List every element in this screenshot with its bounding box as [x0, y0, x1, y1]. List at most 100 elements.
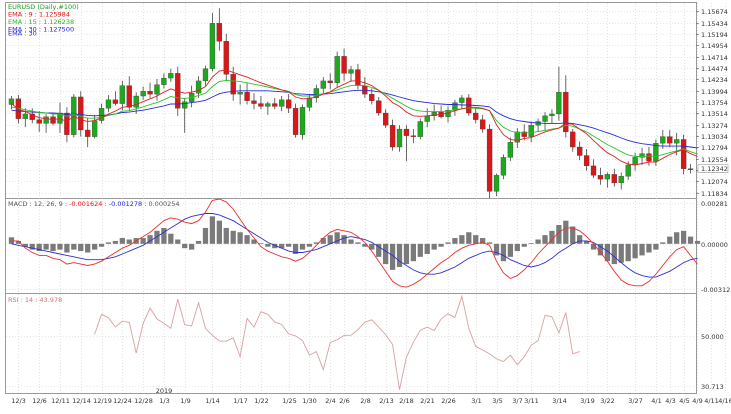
candle-bull [348, 69, 354, 74]
price-series [8, 8, 698, 198]
candle-bear [258, 103, 264, 107]
macd-histogram-bar [140, 238, 146, 244]
candle-bear [327, 80, 333, 83]
axis-labels: 12/3 12/6 12/11 12/14 12/19 12/24 12/28 1/3 1/9 1… [11, 8, 731, 405]
x-tick-label: 3/19 [580, 397, 595, 405]
macd-line [11, 198, 698, 288]
price-tick-label: 1.14234 [701, 76, 728, 84]
macd-histogram-bar [327, 235, 333, 244]
macd-title-hist: : 0.000254 [142, 200, 179, 208]
candle-bear [341, 56, 347, 74]
candle-bull [57, 112, 63, 124]
macd-histogram-bar [646, 243, 652, 253]
x-tick-label: 4/3 [665, 397, 675, 405]
macd-histogram-bar [445, 242, 451, 244]
candle-bear [583, 155, 590, 167]
candle-bear [563, 92, 569, 133]
candle-bull [91, 120, 98, 137]
macd-histogram-bar [147, 235, 153, 244]
macd-histogram-bar [542, 235, 548, 244]
x-tick-label: 4/11 [704, 397, 719, 405]
price-tick-label: 1.13034 [701, 133, 728, 141]
macd-histogram-bar [237, 232, 243, 244]
candle-bull [105, 99, 112, 109]
macd-histogram-bar [694, 240, 701, 244]
candle-bull [431, 111, 437, 116]
macd-histogram-bar [604, 243, 611, 262]
candle-bear [486, 128, 493, 192]
macd-histogram-bar [486, 242, 493, 244]
x-tick-label: 1/14 [205, 397, 220, 405]
x-tick-label: 1/30 [302, 397, 317, 405]
macd-histogram-bar [216, 220, 222, 244]
candle-bull [279, 99, 285, 107]
price-tick-label: 1.12554 [701, 156, 728, 164]
rsi-panel-frame [5, 293, 697, 394]
macd-signal-line [11, 213, 698, 278]
macd-histogram-bar [521, 243, 527, 247]
x-tick-label: 3/27 [628, 397, 643, 405]
candle-bull [618, 176, 624, 184]
candle-bull [168, 73, 174, 79]
candle-bull [299, 107, 306, 135]
x-tick-label: 12/28 [134, 397, 153, 405]
candle-bull [507, 142, 514, 158]
candle-bear [480, 119, 486, 130]
x-tick-label: 2/21 [420, 397, 435, 405]
candle-bull [452, 102, 458, 111]
macd-histogram-bar [36, 243, 42, 252]
price-chart-title: EURUSD (Daily,#100) [8, 3, 79, 11]
rsi-series [94, 294, 580, 390]
current-price-box [697, 164, 729, 173]
candle-bull [500, 157, 507, 176]
x-tick-label: 12/19 [93, 397, 112, 405]
macd-histogram-bar [105, 242, 112, 244]
candle-bull [202, 68, 209, 82]
price-tick-label: 1.13754 [701, 99, 728, 107]
macd-histogram-bar [590, 243, 597, 250]
macd-histogram-bar [195, 240, 202, 244]
candle-bear [285, 99, 292, 109]
candle-bear [251, 100, 257, 104]
macd-histogram-bar [112, 240, 119, 244]
candle-bear [403, 128, 410, 136]
macd-histogram-bar [272, 243, 278, 249]
macd-histogram-bar [85, 243, 91, 253]
macd-histogram-bar [188, 243, 195, 250]
macd-histogram-bar [660, 242, 666, 244]
x-tick-label: 2/18 [399, 397, 414, 405]
x-tick-label: 12/11 [51, 397, 70, 405]
x-tick-label: 2/8 [360, 397, 370, 405]
candle-bull [556, 92, 562, 115]
macd-histogram-bar [480, 238, 486, 244]
macd-histogram-bar [667, 236, 673, 244]
macd-histogram-bar [175, 239, 181, 244]
macd-histogram-bar [618, 243, 624, 263]
candle-bear [680, 139, 687, 169]
macd-histogram-bar [563, 220, 569, 244]
candle-bear [78, 96, 84, 131]
rsi-title: RSI : 14 : 43.978 [8, 296, 62, 304]
macd-histogram-bar [78, 243, 84, 252]
x-tick-label: 3/1 [471, 397, 481, 405]
candle-bull [549, 113, 555, 116]
x-tick-label: 2/6 [339, 397, 349, 405]
candle-bull [459, 97, 465, 103]
candle-bear [36, 119, 42, 124]
macd-histogram-bar [15, 240, 22, 244]
x-tick-label: 3/14 [552, 397, 567, 405]
macd-series [8, 198, 701, 288]
x-tick-label: 3/7 [512, 397, 522, 405]
x-tick-label: 12/3 [11, 397, 26, 405]
candle-bear [383, 112, 389, 126]
ema30-line [11, 89, 698, 149]
candle-bear [244, 92, 250, 101]
price-tick-label: 1.12794 [701, 144, 728, 152]
candle-bear [292, 108, 299, 135]
macd-histogram-bar [64, 243, 70, 253]
candle-bear [410, 135, 417, 137]
macd-histogram-bar [299, 243, 306, 250]
macd-histogram-bar [493, 243, 500, 256]
macd-histogram-bar [334, 232, 340, 244]
x-tick-label: 4/16 [718, 397, 731, 405]
